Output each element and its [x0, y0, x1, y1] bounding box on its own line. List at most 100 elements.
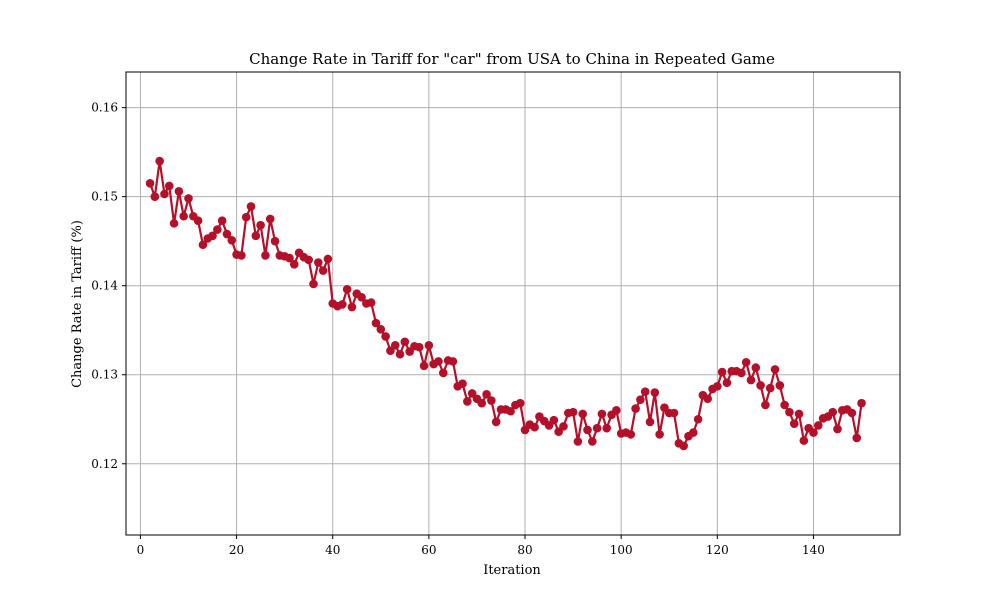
data-point [371, 318, 381, 328]
data-point [770, 365, 780, 374]
data-point [636, 395, 645, 404]
data-point [265, 214, 275, 224]
y-axis: 0.12 0.13 0.14 0.15 0.16 [91, 101, 126, 471]
data-point [217, 216, 227, 225]
x-axis-label: Iteration [483, 563, 541, 578]
data-point [612, 406, 621, 415]
data-point [799, 436, 809, 445]
data-point [145, 179, 155, 188]
data-point [809, 428, 818, 437]
data-point [424, 341, 434, 350]
data-point [169, 219, 179, 228]
data-point [713, 382, 722, 391]
data-point [208, 231, 217, 241]
data-point [251, 231, 261, 241]
data-point [487, 396, 496, 405]
data-point [323, 254, 333, 264]
data-point [477, 398, 487, 408]
data-point [390, 341, 400, 350]
data-point [318, 266, 328, 275]
x-tick-label: 40 [325, 543, 340, 557]
data-point [857, 398, 866, 408]
data-point [448, 357, 458, 366]
plot-frame [125, 71, 901, 536]
data-point [847, 408, 857, 418]
data-point [775, 381, 785, 390]
data-point [640, 387, 650, 396]
data-point [463, 397, 472, 406]
data-point [434, 357, 443, 366]
y-tick-label: 0.13 [91, 368, 118, 382]
data-point [583, 425, 592, 435]
data-point [751, 363, 761, 372]
data-point [237, 251, 246, 260]
data-point [688, 428, 698, 437]
data-point [852, 433, 862, 443]
data-point [155, 156, 164, 166]
x-tick-label: 140 [802, 543, 825, 557]
data-point [588, 437, 597, 446]
data-point [241, 212, 251, 222]
data-point [357, 292, 366, 302]
data-point [347, 302, 357, 312]
data-point [717, 367, 727, 377]
y-axis-label: Change Rate in Tariff (%) [70, 220, 85, 388]
data-point [737, 368, 746, 378]
data-point [270, 236, 280, 246]
data-point [578, 409, 588, 419]
data-point [828, 407, 837, 417]
data-point [174, 187, 184, 196]
data-point [491, 417, 501, 427]
data-point [693, 414, 703, 424]
data-point [559, 422, 568, 431]
x-tick-label: 0 [137, 543, 145, 557]
y-tick-label: 0.16 [91, 101, 118, 115]
data-point [756, 381, 765, 390]
data-point [645, 417, 655, 427]
data-point [833, 424, 842, 434]
data-point [285, 253, 294, 263]
data-point [458, 379, 467, 388]
data-point [160, 189, 169, 199]
data-point [597, 409, 607, 419]
data-point [506, 406, 515, 416]
data-point [765, 383, 775, 393]
data-point [400, 337, 410, 347]
data-point [213, 225, 222, 234]
data-point [655, 430, 664, 439]
data-point [227, 235, 237, 245]
data-point [813, 421, 823, 430]
data-point [198, 240, 208, 250]
data-point [366, 298, 376, 307]
data-point [342, 284, 352, 294]
y-tick-label: 0.12 [91, 457, 118, 471]
x-axis: 0 20 40 60 80 100 120 140 [137, 535, 825, 557]
series-line [149, 159, 863, 448]
data-point [184, 194, 193, 203]
data-point [164, 181, 174, 191]
data-point [679, 441, 688, 451]
data-point [669, 408, 679, 418]
data-point [438, 368, 448, 378]
data-point [530, 422, 539, 432]
x-tick-label: 100 [610, 543, 633, 557]
data-point [338, 300, 347, 309]
data-point [314, 258, 323, 267]
y-tick-label: 0.15 [91, 190, 118, 204]
x-tick-label: 80 [517, 543, 532, 557]
data-point [722, 378, 732, 388]
x-tick-label: 20 [229, 543, 244, 557]
chart-title: Change Rate in Tariff for "car" from USA… [249, 50, 775, 68]
data-point [256, 220, 265, 230]
data-point [289, 260, 299, 269]
data-point [568, 407, 578, 417]
data-point [261, 251, 270, 260]
data-point [222, 229, 232, 239]
data-point [703, 394, 712, 404]
data-point [602, 423, 612, 433]
data-point [785, 407, 794, 417]
x-tick-label: 120 [706, 543, 729, 557]
data-point [794, 409, 804, 419]
data-point [741, 357, 751, 367]
